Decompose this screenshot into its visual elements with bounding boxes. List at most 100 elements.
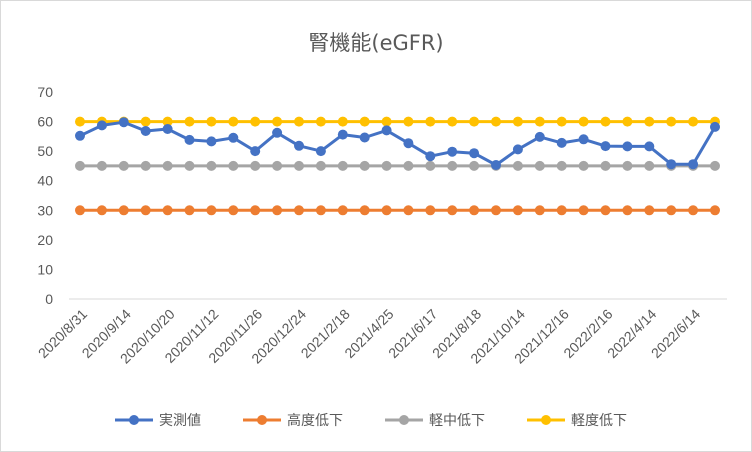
legend-swatch-marker (257, 415, 267, 425)
data-point (96, 120, 107, 131)
legend-swatch-marker (399, 415, 409, 425)
data-point (425, 160, 436, 171)
data-point (337, 116, 348, 127)
data-point (96, 205, 107, 216)
data-point (644, 160, 655, 171)
data-point (491, 116, 501, 127)
data-point (622, 141, 633, 152)
data-point (337, 205, 348, 216)
y-tick-label: 0 (45, 291, 53, 307)
data-point (403, 205, 414, 216)
data-point (315, 116, 326, 127)
data-point (666, 205, 677, 216)
data-point (491, 205, 501, 216)
data-point (162, 205, 173, 216)
data-point (425, 205, 436, 216)
data-point (294, 160, 304, 171)
data-point (118, 205, 129, 216)
data-point (206, 116, 217, 127)
data-point (140, 126, 151, 136)
data-point (512, 116, 523, 127)
data-point (359, 116, 370, 127)
y-tick-label: 70 (37, 84, 53, 100)
legend-label: 高度低下 (287, 412, 343, 429)
data-point (556, 116, 567, 127)
data-point (140, 160, 151, 171)
data-point (600, 160, 611, 171)
data-point (228, 160, 239, 171)
data-point (447, 116, 458, 127)
data-point (272, 205, 283, 216)
data-point (556, 137, 567, 148)
data-point (644, 116, 655, 127)
data-point (600, 116, 611, 127)
data-point (96, 160, 107, 171)
data-point (534, 131, 545, 142)
data-point (622, 160, 633, 171)
data-point (140, 116, 151, 127)
data-point (688, 205, 699, 216)
data-point (447, 160, 458, 171)
y-tick-label: 20 (37, 232, 53, 248)
data-point (381, 160, 392, 171)
data-point (381, 205, 392, 216)
data-point (184, 116, 195, 127)
data-point (644, 141, 655, 152)
data-point (315, 205, 326, 216)
data-point (250, 116, 261, 127)
data-point (578, 205, 589, 216)
y-tick-label: 60 (37, 114, 53, 130)
data-point (206, 160, 217, 171)
series-line (78, 120, 717, 167)
data-point (184, 205, 195, 216)
chart-title: 腎機能(eGFR) (308, 31, 444, 55)
data-point (118, 117, 129, 128)
data-point (666, 116, 677, 127)
data-point (512, 205, 523, 216)
legend-label: 軽度低下 (571, 413, 627, 429)
legend-swatch-marker (541, 415, 551, 425)
data-point (403, 160, 414, 171)
data-point (534, 205, 545, 216)
data-point (75, 160, 85, 171)
data-point (184, 134, 195, 145)
data-point (469, 160, 480, 171)
y-tick-label: 10 (37, 261, 53, 277)
data-point (425, 151, 436, 162)
y-tick-label: 40 (37, 173, 53, 189)
y-tick-label: 30 (37, 202, 53, 218)
data-point (469, 205, 480, 216)
data-point (469, 148, 480, 159)
data-point (447, 146, 458, 157)
data-point (710, 121, 720, 132)
data-point (447, 205, 458, 216)
data-point (75, 130, 85, 141)
data-point (556, 160, 567, 171)
data-point (294, 116, 304, 127)
data-point (403, 116, 414, 127)
data-point (381, 125, 392, 136)
data-point (337, 129, 348, 140)
data-point (688, 159, 699, 170)
legend-swatch-marker (129, 415, 139, 425)
data-point (162, 124, 173, 134)
data-point (578, 116, 589, 127)
data-point (250, 205, 261, 216)
data-point (162, 160, 173, 171)
data-point (512, 144, 523, 155)
data-point (228, 205, 239, 216)
data-point (403, 138, 414, 149)
legend-label: 実測値 (159, 413, 201, 429)
data-point (534, 160, 545, 171)
y-tick-label: 50 (37, 143, 53, 159)
data-point (228, 116, 239, 127)
data-point (75, 116, 85, 127)
data-point (75, 205, 85, 216)
data-point (250, 146, 261, 157)
data-point (140, 205, 151, 216)
data-point (622, 116, 633, 127)
data-point (469, 116, 480, 127)
data-point (381, 116, 392, 127)
data-point (556, 205, 567, 216)
